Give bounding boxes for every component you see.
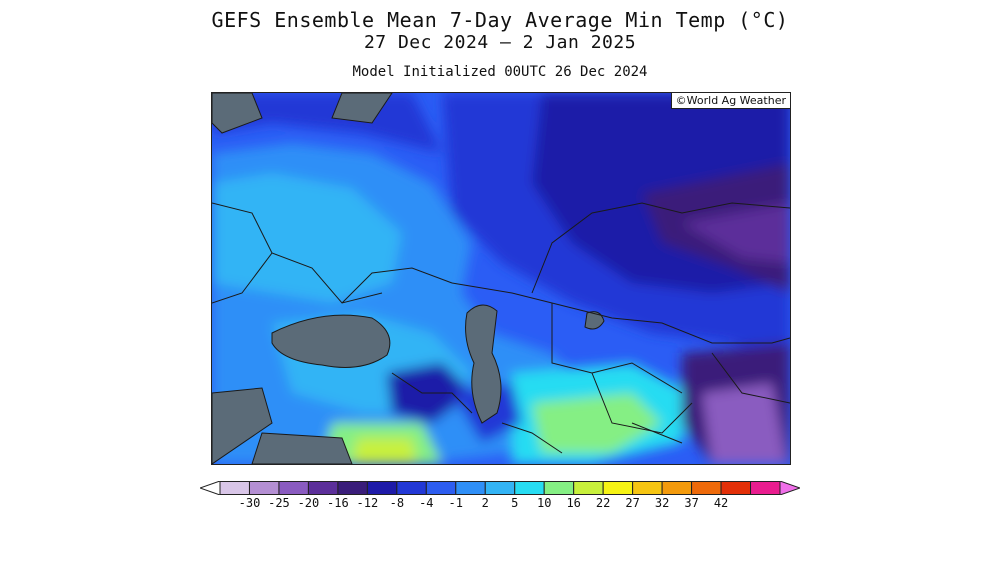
colorbar-tick-label: 2 bbox=[481, 496, 489, 510]
colorbar-tick-label: 37 bbox=[684, 496, 699, 510]
map-title: GEFS Ensemble Mean 7-Day Average Min Tem… bbox=[211, 8, 789, 32]
colorbar-swatch bbox=[425, 481, 457, 495]
title-block: GEFS Ensemble Mean 7-Day Average Min Tem… bbox=[0, 8, 1000, 54]
colorbar-high-arrow bbox=[779, 481, 800, 495]
colorbar-swatch bbox=[632, 481, 663, 495]
colorbar-swatch bbox=[661, 481, 693, 495]
color-scale-labels: -30 -25 -20 -16 -12 -8 -4 -1 2 5 10 16 22 27 32 37 42 bbox=[200, 496, 800, 512]
black-sea bbox=[271, 314, 391, 368]
colorbar-tick-label: -25 bbox=[268, 496, 290, 510]
model-init-label: Model Initialized 00UTC 26 Dec 2024 bbox=[352, 64, 648, 80]
colorbar-tick-label: 5 bbox=[511, 496, 519, 510]
colorbar-tick-label: 32 bbox=[654, 496, 670, 510]
aegean-sea bbox=[212, 387, 273, 464]
colorbar-swatch bbox=[484, 481, 516, 495]
colorbar-swatch bbox=[514, 481, 545, 495]
colorbar-tick-label: -4 bbox=[419, 496, 434, 510]
colorbar-swatch bbox=[455, 481, 486, 495]
colorbar-swatch bbox=[691, 481, 722, 495]
colorbar-swatch bbox=[720, 481, 752, 495]
colorbar-low-arrow bbox=[200, 481, 221, 495]
date-range: 27 Dec 2024 – 2 Jan 2025 bbox=[363, 32, 637, 53]
colorbar-swatch bbox=[396, 481, 427, 495]
colorbar-tick-label: -8 bbox=[389, 496, 405, 510]
colorbar-swatch bbox=[366, 481, 398, 495]
colorbar-swatch bbox=[219, 481, 250, 495]
colorbar-tick-label: 27 bbox=[625, 496, 640, 510]
colorbar-tick-label: -16 bbox=[327, 496, 349, 510]
colorbar-swatch bbox=[278, 481, 309, 495]
colorbar-tick-label: -12 bbox=[356, 496, 379, 510]
mediterranean-sea bbox=[251, 432, 353, 464]
temperature-map: ©World Ag Weather bbox=[211, 92, 791, 465]
caspian-sea bbox=[465, 304, 502, 424]
colorbar-tick-label: -20 bbox=[297, 496, 320, 510]
colorbar-swatch bbox=[750, 481, 781, 495]
map-canvas bbox=[212, 93, 790, 464]
color-scale-bar bbox=[200, 481, 800, 495]
colorbar-swatch bbox=[307, 481, 339, 495]
colorbar-swatch bbox=[543, 481, 575, 495]
credit-label: ©World Ag Weather bbox=[670, 93, 790, 109]
colorbar-tick-label: 42 bbox=[713, 496, 729, 510]
baltic-sea bbox=[212, 93, 263, 134]
country-borders bbox=[212, 202, 790, 454]
colorbar-swatch bbox=[248, 481, 280, 495]
water-bodies bbox=[212, 93, 605, 464]
colorbar-tick-label: 16 bbox=[566, 496, 581, 510]
colorbar-tick-label: -1 bbox=[448, 496, 464, 510]
colorbar-tick-label: 10 bbox=[536, 496, 552, 510]
colorbar-tick-label: 22 bbox=[595, 496, 611, 510]
colorbar-swatch bbox=[602, 481, 634, 495]
colorbar-swatch bbox=[573, 481, 604, 495]
colorbar-swatch bbox=[337, 481, 368, 495]
white-sea bbox=[331, 93, 393, 124]
aral-sea bbox=[584, 311, 605, 330]
colorbar-tick-label: -30 bbox=[238, 496, 261, 510]
